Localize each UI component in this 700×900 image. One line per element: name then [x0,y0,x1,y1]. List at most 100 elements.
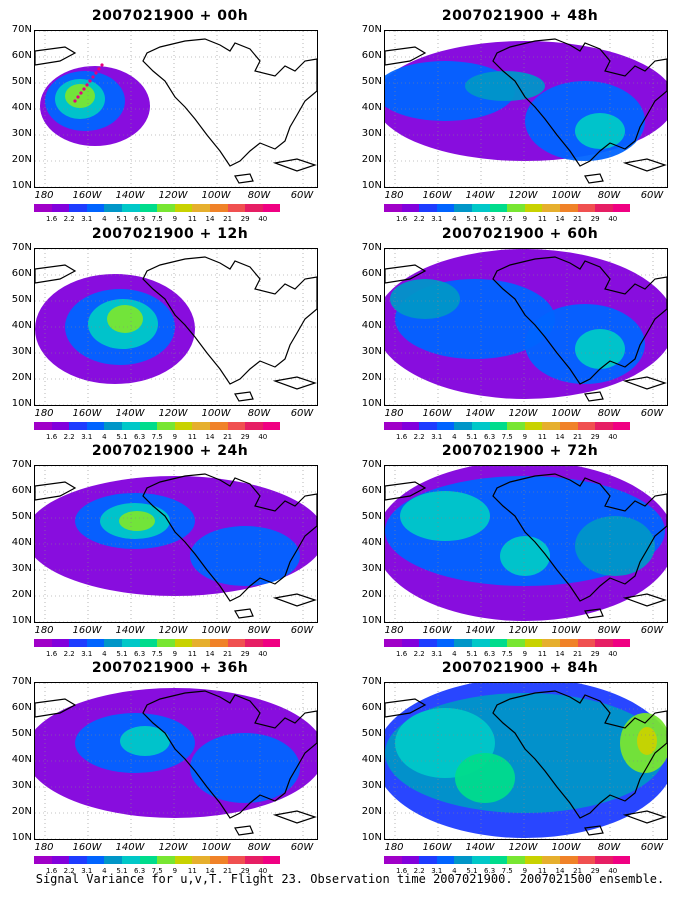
colorbar-swatch [174,856,193,864]
colorbar-label: 3.1 [431,215,443,223]
lat-tick-label: 60N [361,50,382,61]
colorbar-label: 29 [240,650,250,658]
map-panel: 2007021900 + 24h 70N 60N 50N 40N 30N 20N 10N 180… [0,443,340,663]
colorbar-swatch [245,639,263,647]
colorbar-swatch [121,639,140,647]
coastline [385,690,667,836]
colorbar-label: 3.1 [431,433,443,441]
map-area [34,682,318,840]
colorbar-label: 14 [205,433,215,441]
colorbar-label: 4 [102,215,107,223]
panel-title: 2007021900 + 84h [441,660,599,676]
colorbar-label: 14 [205,650,215,658]
colorbar-label: 9 [172,433,178,441]
colorbar-label: 40 [258,215,268,223]
map-area [384,465,668,623]
colorbar-label: 14 [205,215,215,223]
lon-tick-label: 60W [290,190,314,201]
colorbar-swatch [69,639,87,647]
colorbar-swatch [436,204,455,212]
colorbar-swatch [542,422,560,430]
colorbar-swatch [69,422,87,430]
coastline [35,38,317,184]
coastline [35,690,317,836]
colorbar-swatch [34,204,52,212]
colorbar-swatch [86,639,105,647]
map-panel: 2007021900 + 36h 70N 60N 50N 40N 30N 20N 10N 180… [0,660,340,880]
lat-tick-label: 30N [361,780,382,791]
lat-tick-label: 30N [11,780,32,791]
colorbar-swatch [542,856,560,864]
variance-contour [575,113,625,149]
colorbar-label: 5.1 [466,433,478,441]
colorbar-label: 5.1 [116,433,128,441]
lat-tick-label: 50N [361,511,382,522]
lat-tick-label: 50N [11,728,32,739]
map-panel: 2007021900 + 84h 70N 60N 50N 40N 30N 20N 10N 180… [350,660,690,880]
colorbar-swatch [192,639,210,647]
lat-tick-label: 10N [361,180,382,191]
variance-field [385,249,667,399]
lon-tick-label: 180 [34,190,54,201]
lat-tick-label: 40N [11,754,32,765]
colorbar-label: 3.1 [81,215,93,223]
lon-tick-label: 100W [201,190,231,201]
colorbar-swatch [174,204,193,212]
colorbar-label: 3.1 [431,650,443,658]
colorbar-swatch [559,856,578,864]
colorbar-swatch [121,204,140,212]
colorbar-label: 4 [452,650,457,658]
colorbar-swatch [384,639,402,647]
colorbar-label: 7.5 [501,867,513,875]
colorbar-swatch [384,856,402,864]
lon-tick-label: 180 [384,190,404,201]
colorbar-swatch [542,204,560,212]
colorbar-swatch [489,422,508,430]
coastline [35,256,317,402]
colorbar-label: 14 [205,867,215,875]
colorbar [34,204,281,212]
colorbar-swatch [34,422,52,430]
lat-tick-label: 20N [11,806,32,817]
lon-tick-label: 60W [290,408,314,419]
colorbar-label: 6.3 [484,650,496,658]
lon-tick-label: 140W [115,190,145,201]
colorbar-swatch [104,639,122,647]
colorbar-swatch [157,204,175,212]
colorbar-label: 29 [590,867,600,875]
lon-tick-label: 100W [551,625,581,636]
colorbar-label: 21 [223,867,233,875]
colorbar-label: 21 [573,215,583,223]
lat-tick-label: 30N [11,563,32,574]
lat-tick-label: 20N [361,806,382,817]
colorbar-swatch [401,856,420,864]
colorbar-label: 11 [187,433,197,441]
panel-title: 2007021900 + 36h [91,660,249,676]
colorbar-label: 5.1 [116,215,128,223]
colorbar-label: 29 [590,433,600,441]
lat-tick-label: 40N [11,320,32,331]
lat-tick-label: 10N [11,180,32,191]
lat-tick-label: 10N [361,398,382,409]
variance-contour [119,511,155,531]
colorbar-label: 7.5 [501,215,513,223]
colorbar-swatch [612,856,631,864]
panel-title: 2007021900 + 00h [91,8,249,24]
lon-tick-label: 180 [34,625,54,636]
colorbar-swatch [104,204,122,212]
lon-tick-label: 100W [201,625,231,636]
lon-tick-label: 160W [72,625,102,636]
colorbar-swatch [227,856,246,864]
colorbar-swatch [577,639,596,647]
lat-tick-label: 30N [11,346,32,357]
colorbar-label: 29 [240,215,250,223]
colorbar-label: 9 [172,215,178,223]
colorbar-label: 29 [590,650,600,658]
lon-tick-label: 100W [201,408,231,419]
colorbar-swatch [612,422,631,430]
colorbar-label: 7.5 [501,650,513,658]
colorbar-swatch [174,422,193,430]
colorbar-swatch [139,204,158,212]
lon-tick-label: 140W [115,625,145,636]
colorbar-swatch [524,204,543,212]
